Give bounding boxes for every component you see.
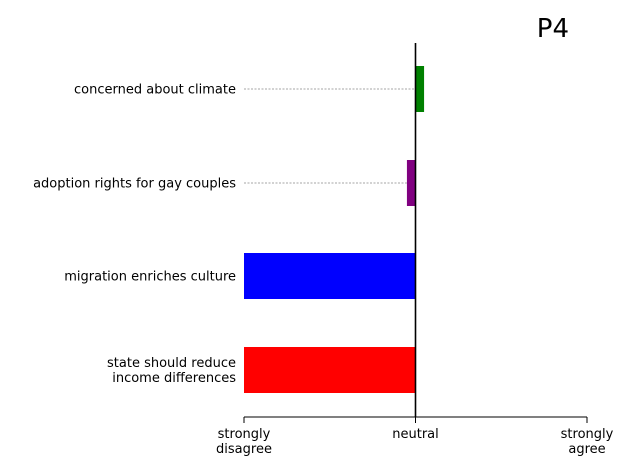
category-label: concerned about climate bbox=[74, 83, 236, 98]
x-tick-label: strongly agree bbox=[561, 427, 614, 457]
category-label: state should reduce income differences bbox=[107, 356, 236, 386]
category-labels: concerned about climate adoption rights f… bbox=[33, 83, 236, 387]
bar bbox=[244, 347, 416, 393]
category-label: migration enriches culture bbox=[64, 270, 236, 285]
x-axis-ticks: strongly disagree neutral strongly agree bbox=[216, 417, 614, 457]
x-tick-label: neutral bbox=[392, 427, 439, 442]
bar bbox=[244, 253, 416, 299]
category-label: adoption rights for gay couples bbox=[33, 177, 236, 192]
bar bbox=[415, 66, 425, 112]
x-tick-label: strongly disagree bbox=[216, 427, 272, 457]
guide-lines bbox=[244, 88, 416, 184]
chart-title: P4 bbox=[537, 14, 569, 44]
bar-series bbox=[244, 66, 425, 393]
bar bbox=[406, 160, 416, 206]
